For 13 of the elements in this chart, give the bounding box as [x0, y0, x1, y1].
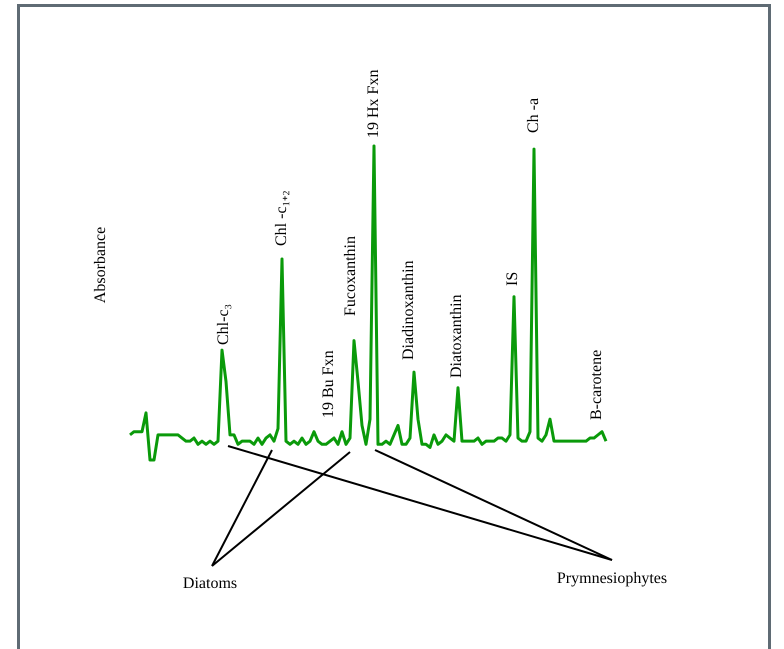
annotation: Fucoxanthin: [342, 236, 359, 316]
annotation: 19 Bu Fxn: [320, 350, 337, 418]
annotation: Diatoxanthin: [448, 294, 465, 378]
text: Absorbance: [92, 226, 109, 304]
annotation: B-carotene: [588, 350, 605, 420]
text: Diatoms: [182, 575, 238, 592]
annotation: IS: [504, 272, 521, 286]
annotation: Diadinoxanthin: [400, 260, 417, 360]
annotation: Chl -c₁₊₂: [273, 190, 290, 246]
text: 19 Hx Fxn: [365, 70, 382, 138]
text: Ch -a: [525, 98, 542, 133]
text: Prymnesiophytes: [556, 570, 668, 587]
annotation: Chl-c₃: [215, 304, 232, 345]
